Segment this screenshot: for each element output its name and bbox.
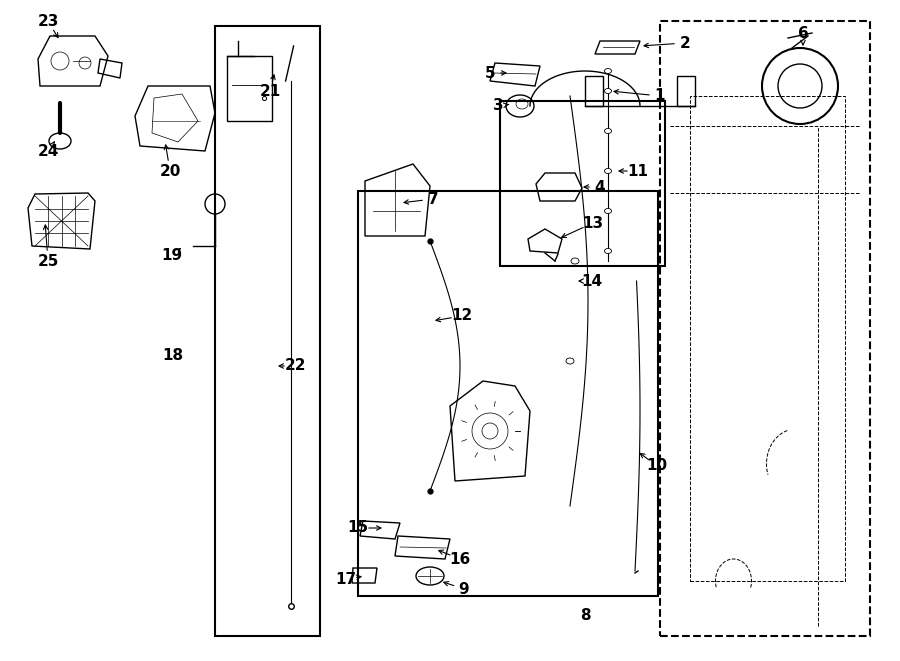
Text: 15: 15 — [347, 520, 369, 535]
Ellipse shape — [571, 258, 579, 264]
Ellipse shape — [605, 128, 611, 134]
Text: 16: 16 — [449, 551, 471, 566]
Text: 8: 8 — [580, 609, 590, 623]
Text: 14: 14 — [581, 274, 603, 288]
Bar — [660, 21, 870, 636]
Bar — [215, 26, 320, 636]
Text: 20: 20 — [159, 163, 181, 178]
Text: 6: 6 — [797, 26, 808, 40]
Text: 13: 13 — [582, 215, 604, 231]
Text: 10: 10 — [646, 459, 668, 473]
Text: 5: 5 — [485, 65, 495, 81]
Text: 23: 23 — [37, 13, 58, 28]
Bar — [585, 76, 603, 106]
Ellipse shape — [605, 249, 611, 254]
Bar — [500, 101, 665, 266]
Text: 2: 2 — [680, 36, 690, 50]
Ellipse shape — [605, 89, 611, 93]
Ellipse shape — [566, 358, 574, 364]
Text: 17: 17 — [336, 572, 356, 586]
Text: 24: 24 — [37, 143, 58, 159]
Bar — [227, 56, 272, 121]
Text: 18: 18 — [162, 348, 184, 364]
Text: 12: 12 — [452, 309, 472, 323]
Ellipse shape — [605, 69, 611, 73]
Text: 19: 19 — [161, 249, 183, 264]
Text: 4: 4 — [595, 180, 606, 194]
Ellipse shape — [605, 208, 611, 214]
Bar — [690, 96, 845, 581]
Bar — [677, 76, 695, 106]
Text: 1: 1 — [655, 89, 665, 104]
Text: 7: 7 — [428, 192, 438, 206]
Text: 11: 11 — [627, 163, 649, 178]
Bar — [358, 191, 658, 596]
Text: 21: 21 — [259, 83, 281, 98]
Text: 9: 9 — [459, 582, 469, 596]
Text: 25: 25 — [37, 254, 58, 268]
Text: 3: 3 — [492, 98, 503, 114]
Text: 22: 22 — [284, 358, 306, 373]
Ellipse shape — [605, 169, 611, 173]
